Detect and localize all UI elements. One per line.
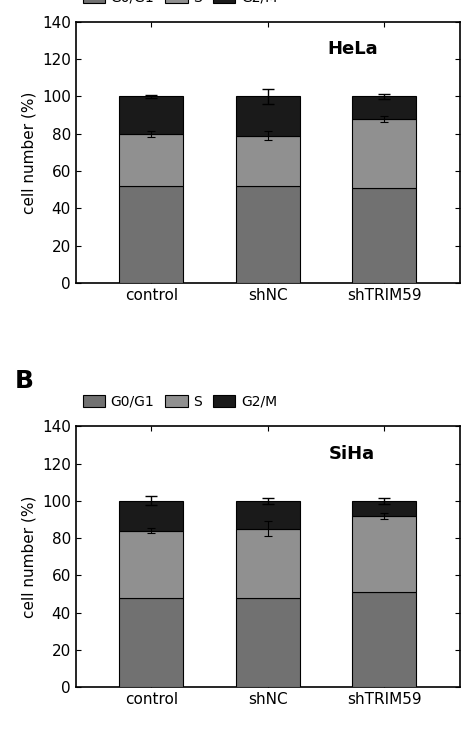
Bar — [236, 186, 300, 283]
Y-axis label: cell number (%): cell number (%) — [21, 496, 36, 618]
Y-axis label: cell number (%): cell number (%) — [21, 91, 36, 213]
Bar — [119, 531, 183, 598]
Bar — [236, 135, 300, 186]
Bar — [236, 501, 300, 529]
Bar — [119, 598, 183, 687]
Bar — [236, 96, 300, 135]
Bar — [352, 592, 416, 687]
Bar — [119, 134, 183, 186]
Bar — [236, 598, 300, 687]
Bar — [352, 119, 416, 188]
Bar — [119, 186, 183, 283]
Bar — [352, 501, 416, 515]
Text: HeLa: HeLa — [327, 40, 378, 58]
Text: SiHa: SiHa — [329, 444, 375, 463]
Text: B: B — [14, 369, 33, 393]
Bar — [352, 188, 416, 283]
Bar — [119, 501, 183, 531]
Legend: G0/G1, S, G2/M: G0/G1, S, G2/M — [83, 0, 277, 4]
Bar — [236, 529, 300, 598]
Legend: G0/G1, S, G2/M: G0/G1, S, G2/M — [83, 395, 277, 409]
Bar — [352, 96, 416, 119]
Bar — [119, 96, 183, 134]
Bar — [352, 515, 416, 592]
